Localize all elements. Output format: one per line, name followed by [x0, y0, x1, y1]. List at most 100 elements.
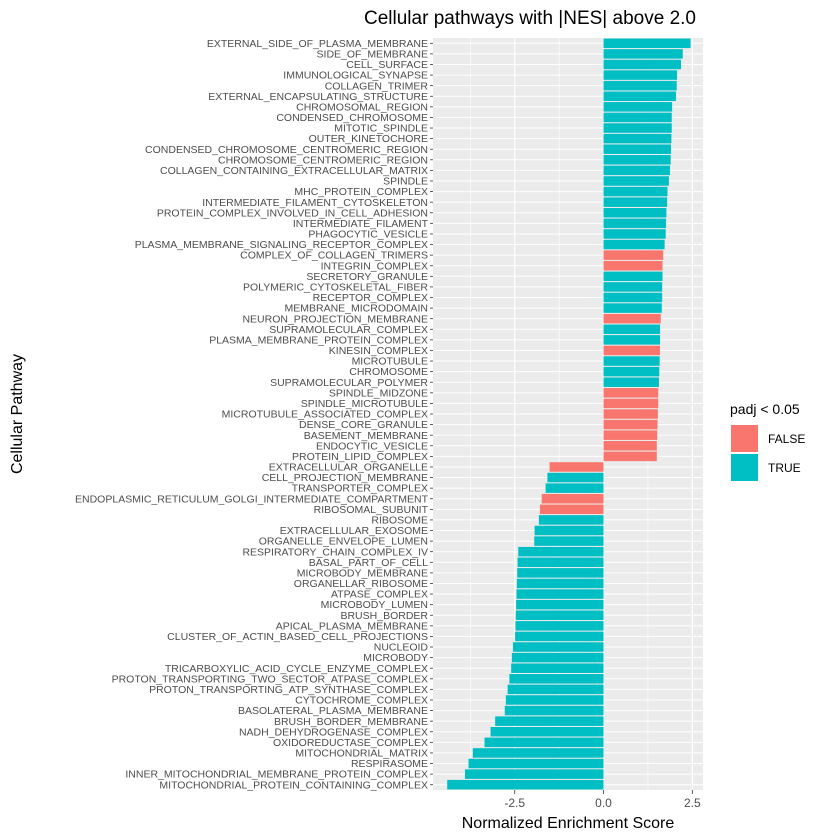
bar — [603, 123, 672, 133]
bar — [603, 409, 658, 419]
y-tick-label: NUCLEOID — [374, 642, 429, 654]
bar — [603, 313, 661, 324]
y-tick-label: RIBOSOMAL_SUBUNIT — [314, 504, 429, 516]
y-tick-label: MICROTUBULE_ASSOCIATED_COMPLEX — [222, 409, 428, 421]
x-tick-label: 0.0 — [595, 796, 612, 810]
bar — [472, 748, 604, 758]
bar — [603, 366, 660, 377]
y-tick-label: MITOCHONDRIAL_MATRIX — [295, 748, 428, 760]
y-tick-label: INNER_MITOCHONDRIAL_MEMBRANE_PROTEIN_COM… — [125, 769, 428, 781]
bar — [603, 155, 671, 165]
y-tick-label: OXIDOREDUCTASE_COMPLEX — [273, 737, 428, 749]
y-tick-label: TRANSPORTER_COMPLEX — [292, 483, 428, 495]
y-tick-label: SIDE_OF_MEMBRANE — [317, 48, 428, 60]
bar — [515, 631, 604, 642]
bar — [603, 239, 665, 250]
bars — [447, 38, 691, 790]
y-tick-label: RIBOSOME — [371, 515, 428, 527]
bar — [603, 292, 663, 303]
y-tick-label: SECRETORY_GRANULE — [306, 271, 428, 283]
y-tick-label: PLASMA_MEMBRANE_SIGNALING_RECEPTOR_COMPL… — [135, 239, 428, 251]
y-tick-label: COLLAGEN_TRIMER — [325, 80, 429, 92]
y-tick-label: COMPLEX_OF_COLLAGEN_TRIMERS — [240, 250, 428, 262]
bar — [507, 684, 604, 695]
y-tick-label: CELL_PROJECTION_MEMBRANE — [262, 472, 428, 484]
y-tick-label: MITOCHONDRIAL_PROTEIN_CONTAINING_COMPLEX — [159, 779, 428, 791]
bar — [603, 419, 658, 430]
bar — [603, 229, 666, 239]
bar — [603, 133, 672, 144]
bar — [603, 197, 668, 207]
y-tick-label: EXTRACELLULAR_EXOSOME — [280, 525, 428, 537]
bar — [495, 716, 604, 726]
bar — [603, 345, 661, 356]
bar — [539, 504, 604, 515]
y-tick-label: MICROBODY_MEMBRANE — [297, 567, 428, 579]
y-tick-label: BASEMENT_MEMBRANE — [304, 430, 428, 442]
y-tick-label: CELL_SURFACE — [346, 59, 428, 71]
legend-items: FALSE TRUE — [731, 425, 805, 481]
legend-swatch — [731, 425, 758, 452]
bar — [603, 282, 663, 292]
y-tick-label: BRUSH_BORDER — [340, 610, 428, 622]
bar — [504, 705, 604, 716]
y-tick-label: MEMBRANE_MICRODOMAIN — [284, 303, 428, 315]
y-tick-label: EXTERNAL_SIDE_OF_PLASMA_MEMBRANE — [207, 38, 428, 50]
bar — [534, 536, 604, 546]
bar — [516, 578, 604, 589]
bar — [549, 462, 604, 472]
bar — [515, 610, 604, 621]
bar — [447, 779, 604, 790]
x-axis-title: Normalized Enrichment Score — [462, 815, 675, 832]
y-tick-label: IMMUNOLOGICAL_SYNAPSE — [283, 70, 428, 82]
bar — [505, 695, 604, 705]
y-tick-label: ENDOPLASMIC_RETICULUM_GOLGI_INTERMEDIATE… — [75, 493, 429, 505]
bar — [603, 250, 664, 260]
y-tick-label: SPINDLE — [383, 176, 428, 188]
y-tick-label: ATPASE_COMPLEX — [331, 589, 428, 601]
bar — [509, 674, 604, 684]
y-tick-label: INTERMEDIATE_FILAMENT_CYTOSKELETON — [202, 197, 428, 209]
y-tick-label: PROTEIN_LIPID_COMPLEX — [292, 451, 428, 463]
y-tick-label: INTERMEDIATE_FILAMENT — [293, 218, 429, 230]
x-tick-label: 2.5 — [684, 796, 701, 810]
bar — [511, 652, 604, 663]
bar — [603, 430, 658, 440]
bar — [603, 165, 670, 176]
bar — [484, 737, 604, 748]
y-tick-label: ORGANELLE_ENVELOPE_LUMEN — [259, 536, 428, 548]
bar — [545, 483, 604, 493]
y-tick-label: BASAL_PART_OF_CELL — [309, 557, 428, 569]
bar — [603, 335, 661, 345]
bar — [468, 758, 604, 769]
bar — [547, 472, 604, 483]
bar — [603, 303, 662, 313]
y-tick-label: TRICARBOXYLIC_ACID_CYCLE_ENZYME_COMPLEX — [165, 663, 428, 675]
y-tick-label: MHC_PROTEIN_COMPLEX — [294, 186, 428, 198]
bar — [603, 451, 657, 462]
bar — [603, 91, 676, 102]
bar — [516, 589, 604, 599]
legend-label: TRUE — [768, 461, 801, 475]
y-tick-label: CONDENSED_CHROMOSOME — [276, 112, 428, 124]
bar — [603, 186, 668, 197]
y-axis-title: Cellular Pathway — [9, 354, 26, 474]
y-tick-label: KINESIN_COMPLEX — [329, 345, 428, 357]
y-tick-label: RECEPTOR_COMPLEX — [313, 292, 428, 304]
y-tick-label: PHAGOCYTIC_VESICLE — [308, 229, 428, 241]
y-tick-label: BRUSH_BORDER_MEMBRANE — [274, 716, 428, 728]
bar — [603, 271, 663, 282]
y-tick-label: ENDOCYTIC_VESICLE — [316, 440, 428, 452]
bar — [603, 112, 672, 123]
y-tick-label: MICROBODY — [363, 652, 428, 664]
bar — [516, 599, 604, 610]
bar — [603, 80, 677, 91]
y-tick-label: MITOTIC_SPINDLE — [334, 123, 428, 135]
y-tick-label: INTEGRIN_COMPLEX — [321, 260, 428, 272]
y-tick-label: CHROMOSOMAL_REGION — [296, 101, 428, 113]
bar — [464, 769, 604, 779]
bar — [603, 70, 678, 80]
y-tick-label: MICROBODY_LUMEN — [321, 599, 428, 611]
y-tick-labels: EXTERNAL_SIDE_OF_PLASMA_MEMBRANESIDE_OF_… — [75, 38, 433, 791]
bar — [511, 663, 604, 673]
